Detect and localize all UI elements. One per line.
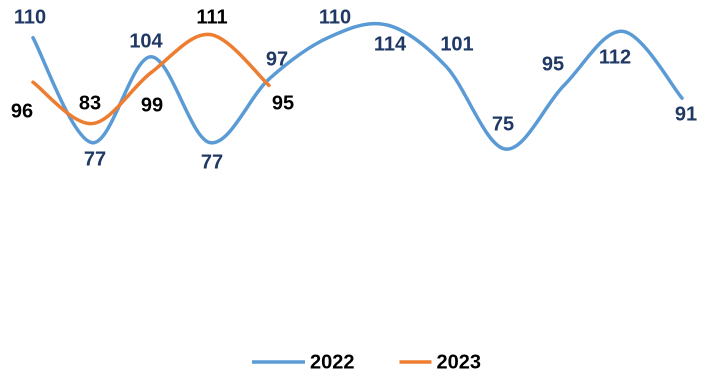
data-label: 110 (319, 6, 351, 28)
data-label: 111 (196, 6, 227, 28)
data-label: 97 (266, 48, 288, 70)
legend-label: 2022 (310, 351, 355, 373)
data-label: 95 (542, 53, 564, 75)
data-label: 95 (272, 92, 294, 114)
legend-label: 2023 (437, 351, 482, 373)
data-label: 99 (141, 94, 163, 116)
data-label: 104 (129, 30, 163, 52)
data-label: 91 (675, 103, 697, 125)
data-label: 110 (14, 6, 46, 28)
data-label: 83 (79, 92, 101, 114)
data-label: 77 (84, 148, 106, 170)
data-label: 114 (374, 33, 407, 55)
series-line (31, 21, 684, 151)
data-label: 101 (440, 33, 473, 55)
data-label: 112 (599, 46, 631, 68)
series-line (31, 32, 271, 126)
data-label: 75 (492, 113, 514, 135)
data-label: 96 (11, 100, 33, 122)
data-label: 77 (201, 151, 223, 173)
